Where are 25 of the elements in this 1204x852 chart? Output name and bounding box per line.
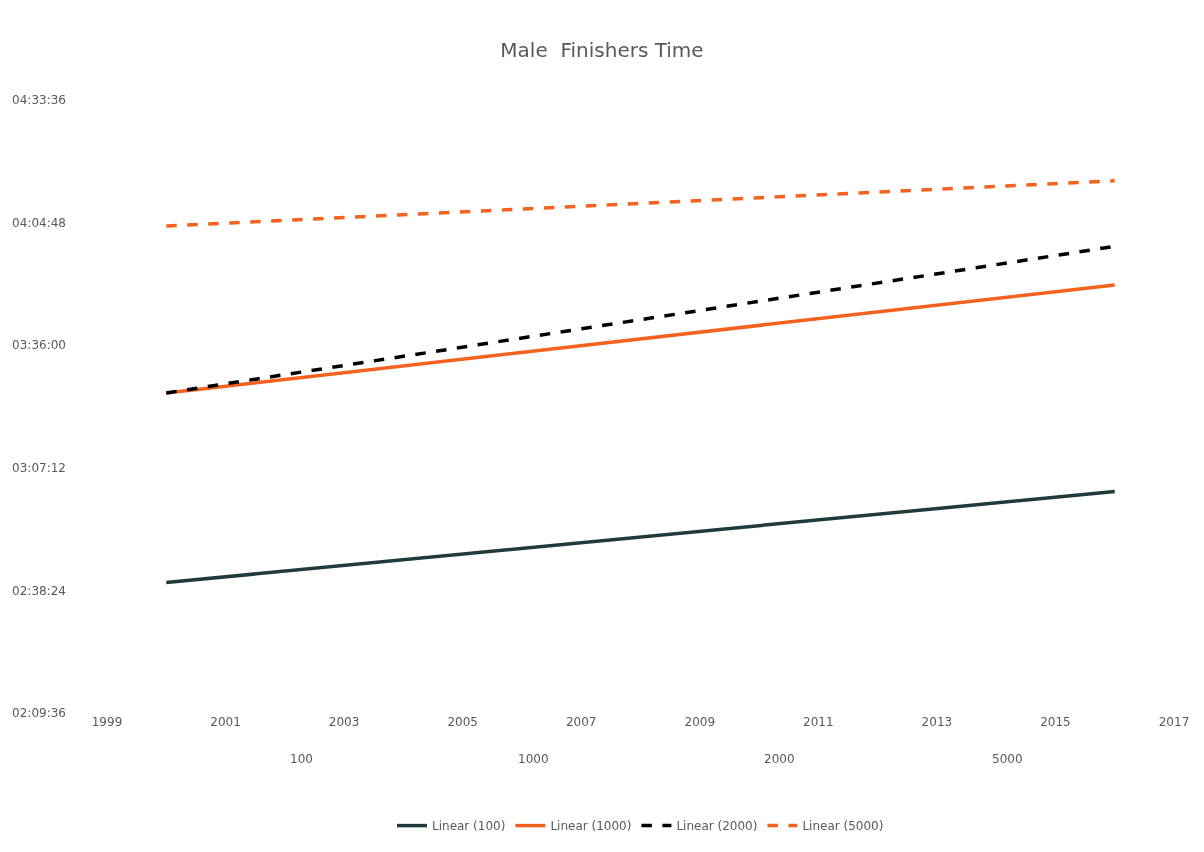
text: 2000 (764, 752, 795, 766)
x-tick-label: 2007 (565, 715, 597, 729)
x-tick-label: 2009 (684, 715, 716, 729)
y-tick-label: 02:38:24 (12, 583, 66, 598)
y-tick-label: 02:09:36 (12, 706, 66, 721)
x-tick-label: 2017 (1158, 715, 1190, 729)
y-tick-label: 03:36:00 (12, 338, 66, 353)
x-tick-label: 1999 (91, 715, 123, 729)
legend-label: Linear (2000) (676, 819, 758, 834)
y-tick-label: 04:04:48 (12, 215, 66, 230)
text: 1000 (518, 752, 549, 766)
x-tick-label: 2013 (921, 715, 953, 729)
x-tick-label: 2001 (210, 715, 241, 729)
text: 5000 (992, 752, 1023, 766)
text: 100 (290, 752, 313, 766)
x-tick-label: 2015 (1040, 715, 1071, 729)
legend-label: Linear (100) (432, 819, 506, 834)
chart-title: Male Finishers Time (500, 37, 704, 62)
legend-label: Linear (1000) (550, 819, 632, 834)
x-tick-label: 2011 (803, 715, 834, 729)
x-tick-label: 2003 (328, 715, 360, 729)
legend-label: Linear (5000) (802, 819, 884, 834)
y-tick-label: 03:07:12 (12, 461, 66, 475)
x-tick-label: 2005 (447, 715, 478, 729)
y-tick-label: 04:33:36 (12, 93, 66, 108)
